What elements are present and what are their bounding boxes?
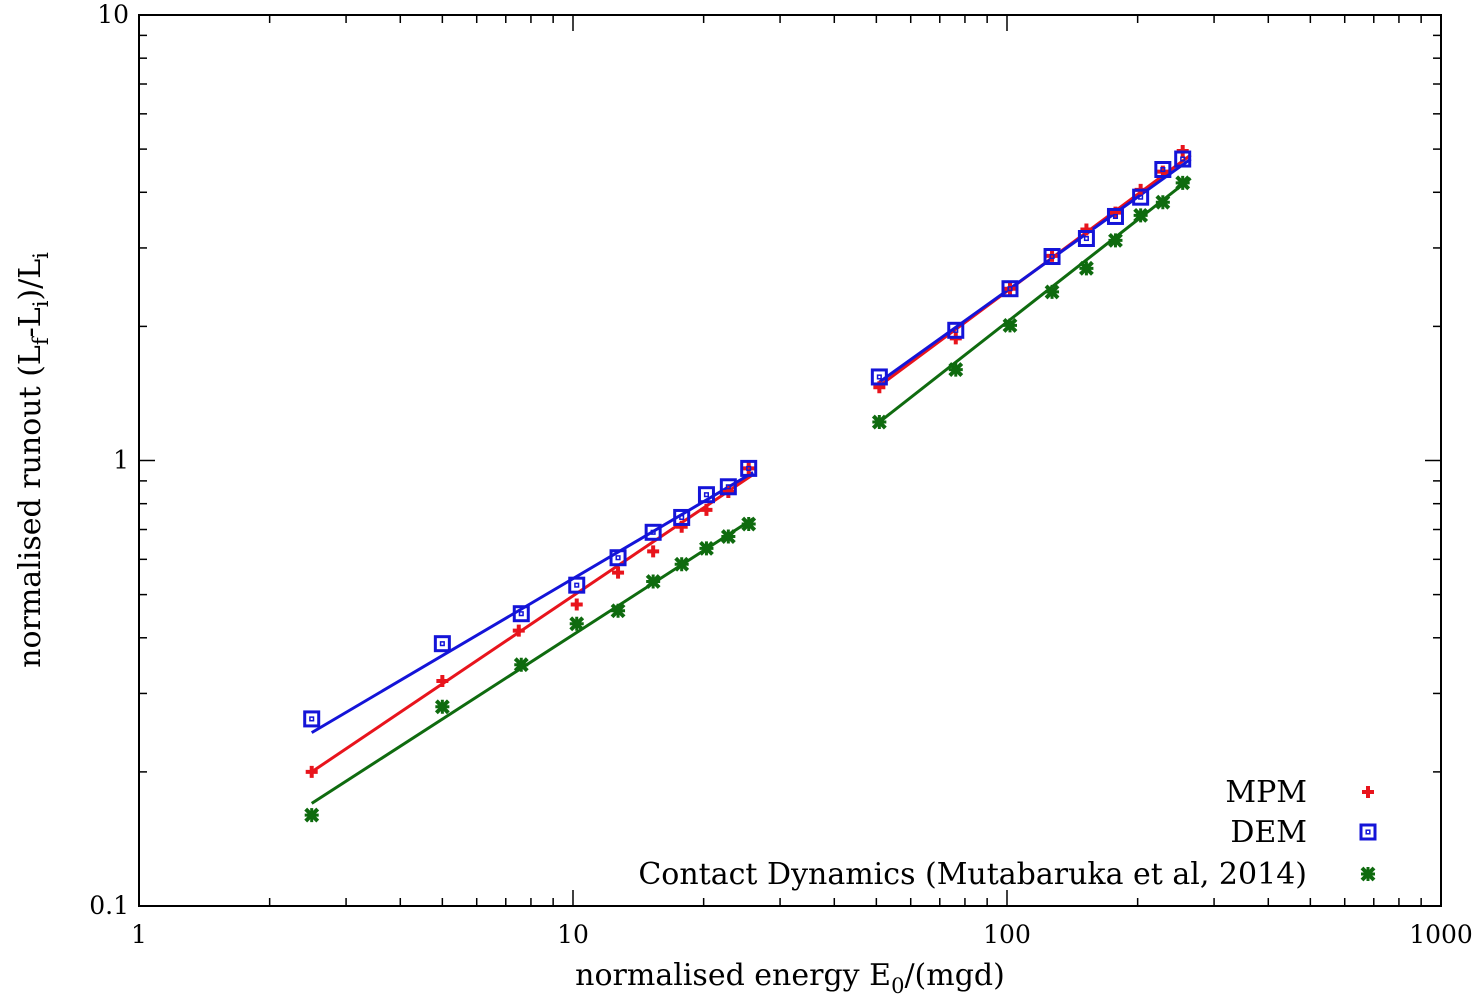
data-point [435, 700, 449, 714]
x-axis-title: normalised energy E0/(mgd) [575, 958, 1005, 998]
data-point [305, 808, 319, 822]
data-point [1079, 261, 1093, 275]
legend-marker [1361, 867, 1375, 881]
data-point [435, 637, 449, 651]
data-point [1134, 208, 1148, 222]
data-point [647, 545, 659, 557]
data-point [514, 658, 528, 672]
y-axis-title: normalised runout (Lf-Li)/Li [13, 252, 53, 668]
legend: MPM DEM Contact Dynamics (Mutabaruka et … [638, 775, 1375, 892]
data-point [1045, 285, 1059, 299]
data-point [1003, 318, 1017, 332]
data-point [571, 599, 583, 611]
data-point [721, 530, 735, 544]
legend-marker [1362, 786, 1374, 798]
data-point [872, 415, 886, 429]
axis-ticks [139, 15, 1441, 906]
y-tick-label: 0.1 [89, 891, 129, 920]
data-point [1156, 195, 1170, 209]
x-tick-label: 10 [557, 920, 589, 949]
data-point [305, 712, 319, 726]
data-point [949, 363, 963, 377]
legend-marker [1361, 825, 1375, 839]
legend-markers [1361, 786, 1375, 881]
fit-line [312, 475, 753, 772]
x-tick-label: 1 [131, 920, 147, 949]
y-tick-label: 1 [113, 446, 129, 475]
data-point [699, 541, 713, 555]
legend-label-contact-dynamics: Contact Dynamics (Mutabaruka et al, 2014… [638, 857, 1307, 892]
legend-label-mpm: MPM [1225, 775, 1307, 810]
data-point [1108, 233, 1122, 247]
data-point [570, 617, 584, 631]
x-tick-label: 1000 [1409, 920, 1473, 949]
data-point [1176, 176, 1190, 190]
data-point [675, 557, 689, 571]
data-point [611, 604, 625, 618]
y-tick-label: 10 [97, 0, 129, 29]
x-tick-label: 100 [983, 920, 1031, 949]
plot-frame [139, 15, 1441, 906]
data-point [742, 517, 756, 531]
legend-label-dem: DEM [1230, 815, 1307, 850]
data-point [700, 504, 712, 516]
fit-line [879, 159, 1190, 382]
data-point [646, 575, 660, 589]
data-point [676, 521, 688, 533]
